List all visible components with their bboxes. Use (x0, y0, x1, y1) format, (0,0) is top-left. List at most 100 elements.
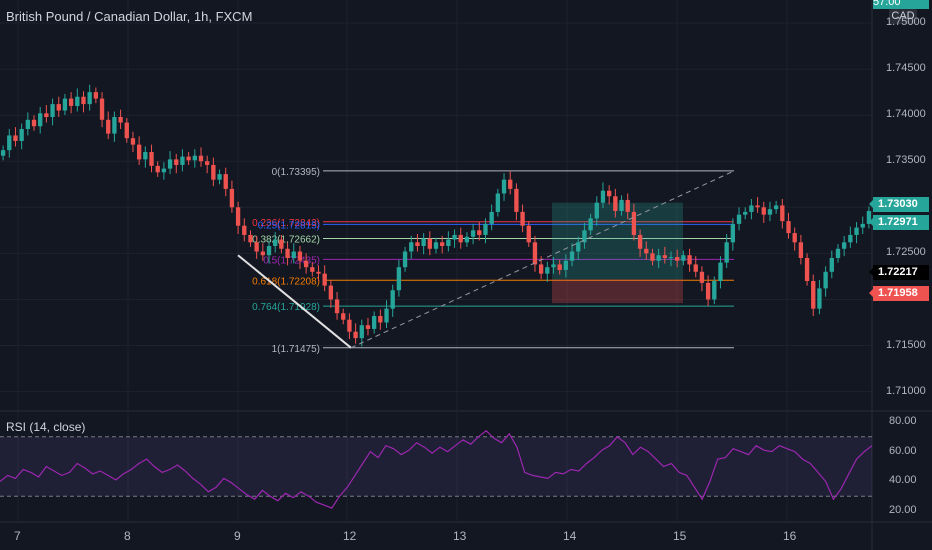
candle-body (211, 164, 216, 180)
rsi-axis-label: 80.00 (889, 414, 917, 427)
candle-body (526, 225, 531, 243)
profit-zone (552, 202, 683, 280)
candle-body (303, 260, 309, 268)
candle-body (811, 281, 816, 309)
candle-body (180, 156, 185, 165)
candle-body (130, 138, 136, 145)
currency-badge[interactable]: CAD (889, 9, 917, 24)
candle-body (229, 188, 235, 208)
rsi-axis-label: 40.00 (889, 474, 917, 487)
candle-body (223, 174, 228, 189)
price-tag: 1.71958 (869, 286, 929, 301)
candle-body (402, 251, 408, 268)
price-axis-label: 1.73500 (886, 154, 926, 167)
time-axis-label: 7 (14, 529, 21, 543)
candle-body (99, 98, 105, 120)
price-axis-label: 1.74500 (886, 62, 926, 75)
candle-body (235, 207, 241, 226)
fib-level-label: 0.25(1.72815) (258, 220, 320, 231)
price-axis-label: 1.75000 (886, 16, 926, 29)
candle-body (415, 242, 420, 246)
rsi-axis-label: 60.00 (889, 444, 917, 457)
candle-body (730, 223, 736, 243)
candle-body (192, 155, 197, 161)
candle-body (854, 227, 859, 235)
candle-body (371, 316, 377, 329)
candle-body (786, 221, 791, 234)
candle-body (260, 251, 266, 256)
fib-level-label: 0.5(1.72435) (263, 255, 320, 266)
candle-body (112, 117, 117, 134)
candle-body (440, 242, 445, 246)
candle-body (328, 285, 334, 300)
fib-level-label: 1(1.71475) (272, 344, 320, 355)
candle-body (823, 271, 828, 289)
time-axis-label: 13 (453, 529, 467, 543)
candle-body (285, 248, 290, 258)
candle-body (576, 242, 581, 252)
rsi-axis-label: 20.00 (889, 504, 917, 517)
candle-body (631, 211, 637, 235)
candle-body (538, 264, 544, 274)
price-tag: 1.72217 (869, 265, 929, 280)
candle-body (718, 262, 723, 282)
candle-body (279, 239, 284, 249)
candle-body (464, 236, 470, 243)
candle-body (341, 313, 346, 320)
candle-body (248, 234, 253, 243)
candle-body (569, 251, 575, 261)
time-axis-label: 9 (234, 529, 241, 543)
candle-body (656, 255, 661, 261)
candle-body (470, 230, 476, 237)
candle-body (433, 242, 439, 249)
candle-body (347, 319, 352, 332)
candle-body (136, 144, 142, 160)
candle-body (106, 119, 111, 134)
candle-body (860, 223, 865, 228)
candle-body (780, 205, 785, 222)
candle-body (842, 242, 847, 249)
candle-body (619, 199, 624, 211)
candle-body (489, 211, 494, 224)
fib-level-label: 0.764(1.71928) (252, 302, 320, 313)
candle-body (662, 255, 667, 258)
candle-body (217, 174, 222, 180)
candle-body (835, 248, 841, 258)
candle-body (724, 242, 729, 263)
candle-body (186, 156, 191, 161)
candle-body (93, 92, 99, 99)
candle-body (7, 135, 12, 151)
price-axis-label: 1.71000 (886, 384, 926, 397)
price-tag: 1.72971 (869, 215, 929, 230)
candle-body (532, 242, 538, 265)
candle-body (174, 159, 179, 165)
candle-body (143, 152, 148, 160)
candle-body (378, 316, 383, 323)
candle-body (25, 119, 30, 129)
candle-body (477, 230, 482, 235)
candle-body (390, 290, 395, 309)
candle-body (266, 246, 272, 256)
candle-body (736, 214, 742, 224)
candle-body (693, 264, 698, 272)
position-boxes (552, 202, 683, 304)
rsi-band (0, 436, 872, 497)
candle-body (705, 282, 711, 300)
candles (0, 84, 872, 347)
fib-level-label: 0(1.73395) (272, 167, 320, 178)
price-axis-label: 1.72500 (886, 246, 926, 259)
candle-body (600, 190, 606, 203)
candle-body (798, 242, 804, 258)
candle-body (62, 98, 68, 111)
candle-body (557, 264, 562, 270)
candle-body (31, 119, 37, 127)
candle-body (588, 218, 593, 231)
candle-body (359, 325, 364, 339)
candle-body (520, 211, 525, 226)
candle-body (446, 239, 451, 246)
candle-body (155, 165, 160, 173)
candle-body (817, 288, 822, 309)
candle-body (767, 209, 773, 215)
candle-body (668, 257, 674, 259)
